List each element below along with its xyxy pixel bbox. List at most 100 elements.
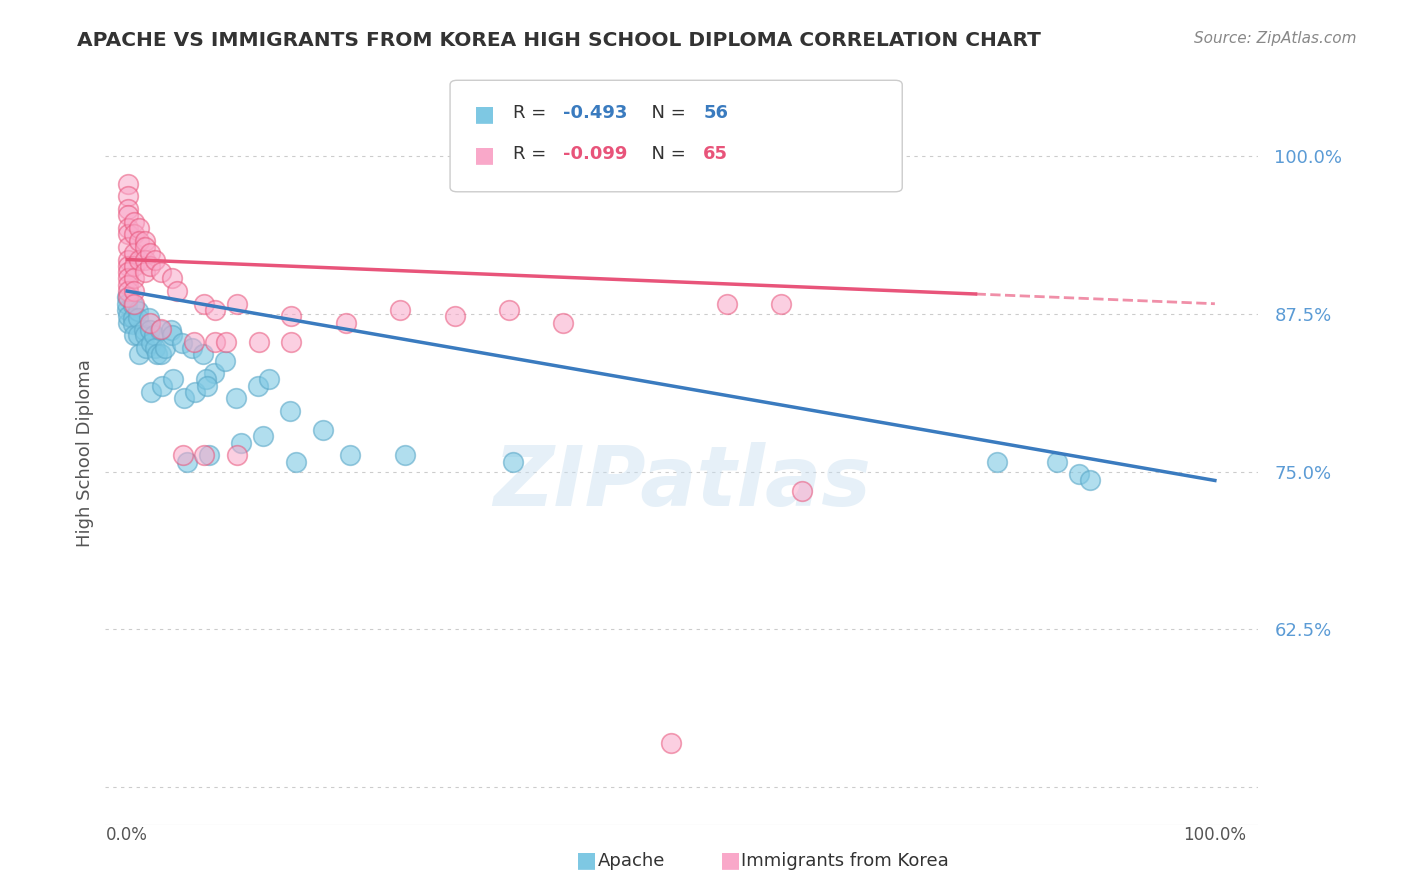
Point xyxy=(226,296,249,311)
Point xyxy=(121,310,143,325)
Point xyxy=(122,227,145,242)
Text: ■: ■ xyxy=(576,850,598,870)
Point xyxy=(193,347,215,361)
Point xyxy=(176,454,198,468)
Point xyxy=(225,392,247,406)
Point xyxy=(134,328,156,343)
Point xyxy=(121,298,143,312)
Point xyxy=(139,246,162,260)
Point xyxy=(117,189,139,203)
Point xyxy=(149,347,172,361)
Point xyxy=(247,334,270,349)
Point xyxy=(122,296,145,311)
Point xyxy=(214,353,236,368)
Point xyxy=(122,215,145,229)
Point xyxy=(115,296,138,311)
Point xyxy=(1046,454,1069,468)
Point xyxy=(132,323,155,337)
Point xyxy=(134,252,156,267)
Text: 0.0%: 0.0% xyxy=(107,826,148,844)
Point xyxy=(155,341,177,355)
Point xyxy=(1078,474,1101,488)
Point xyxy=(122,271,145,285)
Point xyxy=(122,259,145,273)
Point xyxy=(117,277,139,292)
Point xyxy=(121,317,143,331)
Text: R =: R = xyxy=(513,104,553,122)
Point xyxy=(117,208,139,222)
Point xyxy=(117,221,139,235)
Point xyxy=(150,378,173,392)
Point xyxy=(181,341,204,355)
Point xyxy=(139,385,162,400)
Point xyxy=(160,271,183,285)
Point xyxy=(160,328,183,343)
Text: 56: 56 xyxy=(703,104,728,122)
Point xyxy=(202,366,225,380)
Point xyxy=(197,448,219,462)
Text: Immigrants from Korea: Immigrants from Korea xyxy=(741,852,949,870)
Text: Apache: Apache xyxy=(598,852,665,870)
Point xyxy=(145,347,167,361)
Point xyxy=(117,252,139,267)
Text: 100.0%: 100.0% xyxy=(1184,826,1246,844)
Point xyxy=(335,316,357,330)
Point xyxy=(280,334,302,349)
Point xyxy=(128,234,150,248)
Point xyxy=(143,328,166,343)
Point xyxy=(553,316,575,330)
Point xyxy=(117,284,139,298)
Point xyxy=(339,448,361,462)
Point xyxy=(134,240,156,254)
Point xyxy=(122,246,145,260)
Point xyxy=(498,303,520,318)
Point xyxy=(226,448,249,462)
Point xyxy=(986,454,1008,468)
Point xyxy=(139,323,162,337)
Point xyxy=(257,372,280,386)
Point xyxy=(502,454,524,468)
Point xyxy=(162,372,184,386)
Point xyxy=(128,252,150,267)
Point xyxy=(139,316,162,330)
Point xyxy=(117,316,139,330)
Point xyxy=(183,385,205,400)
Point xyxy=(117,310,139,324)
Point xyxy=(394,448,416,462)
Text: ■: ■ xyxy=(720,850,741,870)
Point xyxy=(117,259,139,273)
Point xyxy=(117,265,139,279)
Point xyxy=(280,310,302,324)
Point xyxy=(1067,467,1090,482)
Point xyxy=(128,221,150,235)
Point xyxy=(170,335,193,350)
Point xyxy=(716,296,738,311)
Point xyxy=(149,265,172,279)
Point xyxy=(149,322,172,336)
Point xyxy=(166,284,188,298)
Text: ■: ■ xyxy=(474,104,495,124)
Point xyxy=(284,454,307,468)
Point xyxy=(117,290,139,304)
Point xyxy=(135,341,157,355)
Point xyxy=(117,202,139,216)
Point xyxy=(127,328,149,343)
Point xyxy=(139,259,162,273)
Point xyxy=(117,240,139,254)
Point xyxy=(145,341,167,355)
Text: ZIPatlas: ZIPatlas xyxy=(494,442,870,523)
Point xyxy=(138,310,160,325)
Point xyxy=(183,334,205,349)
Text: N =: N = xyxy=(640,145,692,163)
Point xyxy=(145,252,167,267)
Point xyxy=(443,310,465,324)
Point xyxy=(173,392,195,406)
Point xyxy=(246,378,269,392)
Text: -0.493: -0.493 xyxy=(562,104,627,122)
Point xyxy=(139,335,162,350)
Point xyxy=(389,303,412,318)
Point xyxy=(312,423,335,437)
Point xyxy=(659,736,682,750)
Point xyxy=(215,334,238,349)
Point xyxy=(122,284,145,298)
